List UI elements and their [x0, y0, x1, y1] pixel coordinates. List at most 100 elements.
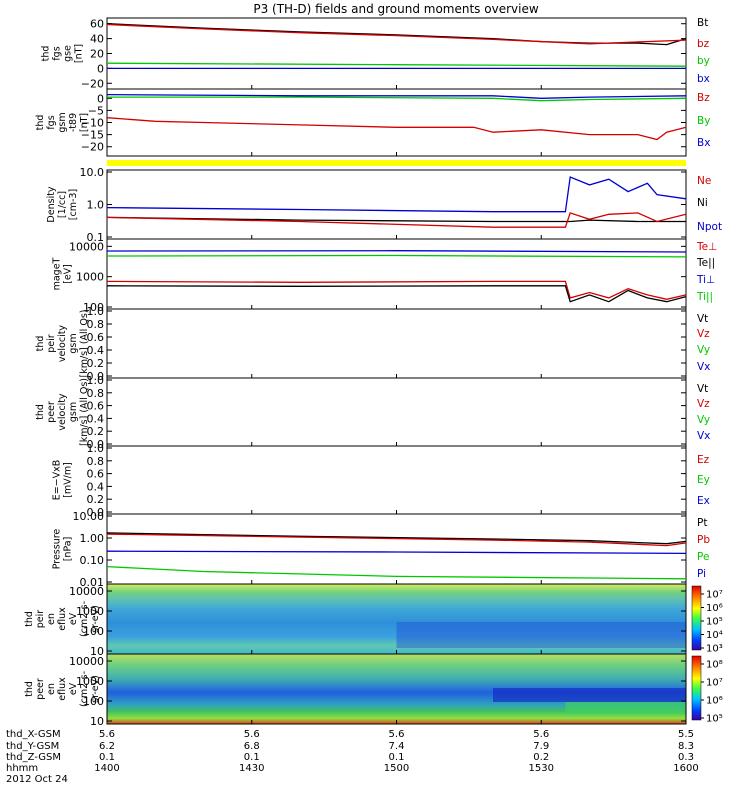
series-pe — [106, 565, 687, 580]
footer-value: 0.2 — [533, 752, 549, 763]
y-axis-label: peir — [46, 334, 57, 353]
chart-title: P3 (TH-D) fields and ground moments over… — [253, 2, 539, 16]
y-axis-label: mageT — [52, 257, 63, 290]
footer-value: 1430 — [239, 763, 264, 774]
y-axis-label: thd — [24, 681, 35, 697]
colorbar-peer-eflux: 10⁸ 10⁷ 10⁶ 10⁵ — [691, 655, 723, 725]
colorbar-label: 10⁸ — [706, 660, 723, 671]
y-axis-label: velocity — [57, 325, 68, 363]
heatmap-region — [493, 688, 686, 702]
y-tick-label: 0.0 — [87, 506, 105, 519]
y-tick-label: 0 — [97, 62, 104, 75]
heatmap-region — [565, 702, 686, 714]
y-axis-label: (cm2-s- — [79, 601, 90, 637]
y-tick-label: 10 — [90, 715, 104, 728]
colorbar-label: 10⁵ — [706, 714, 723, 725]
series-pb — [106, 533, 687, 547]
y-tick-label: 10 — [90, 645, 104, 658]
legend-vz: Vz — [697, 328, 710, 340]
y-axis-label: velocity — [57, 393, 68, 431]
y-tick-label: 40 — [90, 33, 104, 46]
footer-value: 5.6 — [244, 729, 260, 740]
legend-vt: Vt — [697, 313, 708, 325]
footer-row-label: hhmm — [6, 763, 38, 774]
colorbar-label: 10⁶ — [706, 696, 723, 707]
footer-value: 5.6 — [533, 729, 549, 740]
series-ni — [106, 216, 686, 223]
series-ti — [106, 250, 687, 253]
y-tick-label: 10000 — [69, 655, 104, 668]
y-tick-label: 0 — [97, 92, 104, 105]
legend-vy: Vy — [697, 414, 710, 426]
footer-value: 6.2 — [99, 741, 115, 752]
panel-temperature: 10000 1000 100 mageT [eV] Te⊥ Te|| Ti⊥ Ti|| — [52, 238, 717, 314]
y-axis-label: peer — [35, 678, 46, 700]
panel-fgs-gse: 60 40 200 −20 thd fgs gse [nT] Bt bz by bx — [41, 17, 710, 90]
footer-row-label: thd_X-GSM — [6, 729, 61, 740]
footer-value: 1600 — [673, 763, 698, 774]
y-axis-label: Density — [46, 186, 57, 222]
legend-by: by — [697, 55, 710, 67]
panel-frame — [106, 377, 687, 447]
y-tick-label: 20 — [90, 48, 104, 61]
legend-ti: Ti⊥ — [696, 274, 715, 286]
y-axis-label: [eV] — [63, 264, 74, 284]
y-tick-label: 1000 — [76, 675, 104, 688]
y-axis-label: eV — [68, 612, 79, 625]
panel-frame — [106, 169, 687, 240]
y-tick-label: −5 — [88, 104, 104, 117]
y-tick-label: 0.1 — [87, 231, 105, 244]
y-tick-label: −10 — [81, 117, 104, 130]
y-axis-label: gsm — [68, 402, 79, 422]
y-tick-label: −20 — [81, 141, 104, 154]
legend-bz: bz — [697, 38, 710, 50]
colorbar-label: 10⁵ — [706, 617, 723, 628]
y-axis-label: thd — [35, 115, 46, 131]
footer-value: 0.3 — [678, 752, 694, 763]
y-tick-label: 1.0 — [87, 442, 105, 455]
series-bx — [106, 93, 687, 99]
y-axis-label: peir — [35, 610, 46, 629]
colorbar-label: 10³ — [706, 644, 723, 655]
legend-te: Te|| — [696, 257, 715, 269]
legend-vt: Vt — [697, 383, 708, 395]
colorbar-peir-eflux: 10⁷ 10⁶ 10⁵ 10⁴ 10³ — [691, 585, 723, 655]
legend-pb: Pb — [697, 534, 710, 546]
panel-frame — [106, 513, 687, 585]
panel-fgs-gsm: 0−5−10−15−20 thd fgs gsm -t89 [nT] Bz By Bx — [35, 88, 710, 157]
panel-peir-eflux: 10⁷ 10⁶ 10⁵ 10⁴ 10³ 10000 1000 100 10 thd peir en ef… — [24, 583, 723, 658]
footer-value: 0.1 — [389, 752, 405, 763]
legend-ez: Ez — [697, 454, 710, 466]
legend-ex: Ex — [697, 495, 710, 507]
footer-value: 6.8 — [244, 741, 260, 752]
y-axis-label: gsm — [57, 112, 68, 132]
footer-row-label: thd_Z-GSM — [6, 752, 61, 763]
footer-row-label: thd_Y-GSM — [6, 741, 59, 752]
legend-vz: Vz — [697, 398, 710, 410]
series-by — [106, 62, 687, 67]
panel-density: 10.0 1.0 0.1 Density [1/cc] [cm-3] Ne Ni Npot — [46, 166, 722, 244]
panel-peer-eflux: 10⁸ 10⁷ 10⁶ 10⁵ 10000 1000 100 10 thd peer en eflux… — [24, 653, 723, 728]
series-te — [106, 285, 687, 303]
footer-value: 7.9 — [533, 741, 549, 752]
legend-ey: Ey — [697, 474, 710, 486]
legend-ti: Ti|| — [696, 291, 713, 303]
panel-peer-velocity: 0.00.20.40.60.81.0 thd peer velocity gsm [km/… — [35, 374, 710, 451]
y-axis-label: Pressure — [52, 529, 63, 570]
colorbar-label: 10⁷ — [706, 590, 723, 601]
footer-value: 1530 — [529, 763, 554, 774]
y-tick-label: 1000 — [76, 271, 104, 284]
panel-frame — [106, 445, 687, 515]
panel-frame — [106, 308, 687, 379]
panel-pressure: 10.00 1.00 0.10 0.01 Pressure [nPa] Pt Pb Pe Pi — [52, 510, 711, 589]
y-axis-label: [nT] — [79, 113, 90, 132]
legend-bx: bx — [697, 73, 710, 85]
series-bt — [106, 23, 687, 46]
y-axis-label: thd — [35, 404, 46, 420]
heatmap-region — [396, 622, 686, 648]
series-npot — [106, 176, 687, 213]
legend-ne: Ne — [697, 175, 711, 187]
y-axis-label: gse — [63, 45, 74, 62]
colorbar-label: 10⁴ — [706, 630, 723, 641]
y-tick-label: 10.00 — [73, 510, 105, 523]
